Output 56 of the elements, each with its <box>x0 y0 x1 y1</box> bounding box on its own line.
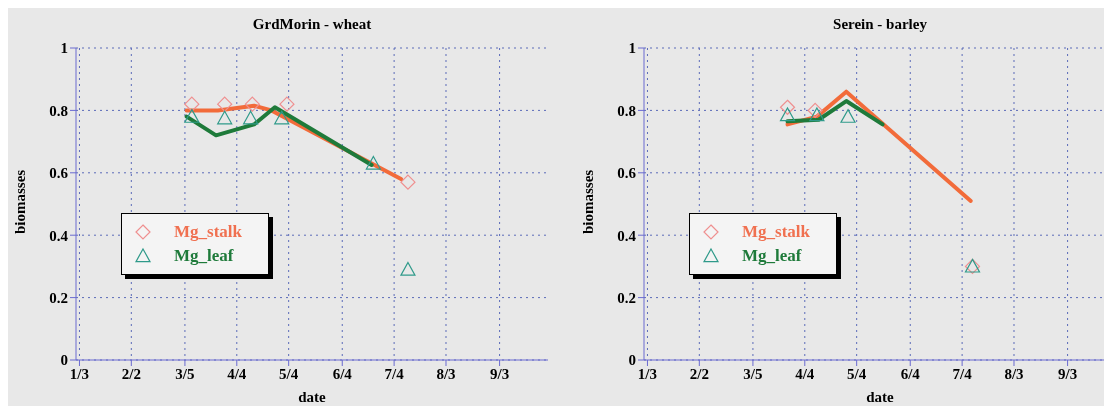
x-tick-label: 3/5 <box>175 365 195 382</box>
x-tick-label: 8/3 <box>1004 365 1024 382</box>
x-tick-label: 5/4 <box>847 365 867 382</box>
chart-title: Serein - barley <box>832 16 928 33</box>
y-axis-title: biomasses <box>580 169 597 234</box>
y-tick-label: 0.2 <box>49 289 68 306</box>
point <box>807 102 823 118</box>
x-tick-label: 1/3 <box>69 365 90 382</box>
point <box>217 110 233 125</box>
point <box>184 96 200 112</box>
point <box>779 99 796 115</box>
x-tick-label: 4/4 <box>795 365 815 382</box>
y-tick-label: 0.4 <box>617 227 637 244</box>
x-tick-label: 7/4 <box>952 365 973 382</box>
y-tick-label: 0.6 <box>617 165 637 182</box>
x-tick-label: 6/4 <box>900 365 921 382</box>
point <box>279 96 295 112</box>
y-tick-label: 0 <box>628 352 636 369</box>
point <box>400 261 416 276</box>
point <box>400 174 416 190</box>
y-tick-label: 0.8 <box>49 102 68 119</box>
y-tick-label: 0.4 <box>49 227 69 244</box>
point <box>840 109 856 123</box>
x-tick-label: 1/3 <box>637 365 658 382</box>
y-tick-label: 1 <box>60 40 68 57</box>
y-tick-label: 0.2 <box>617 289 636 306</box>
x-axis-title: date <box>298 389 327 405</box>
legend-label: Mg_stalk <box>174 222 242 242</box>
x-tick-label: 5/4 <box>279 365 299 382</box>
point <box>184 109 200 123</box>
x-tick-label: 6/4 <box>332 365 353 382</box>
y-axis-title: biomasses <box>12 169 29 234</box>
point <box>365 155 381 170</box>
x-tick-label: 9/3 <box>490 365 510 382</box>
x-tick-label: 8/3 <box>436 365 456 382</box>
y-tick-label: 0.6 <box>49 165 69 182</box>
point <box>243 110 259 125</box>
legend-label: Mg_stalk <box>742 222 810 242</box>
legend-label: Mg_leaf <box>742 246 802 266</box>
legend-label: Mg_leaf <box>174 246 234 266</box>
x-tick-label: 2/2 <box>689 365 709 382</box>
x-tick-label: 2/2 <box>121 365 141 382</box>
y-tick-label: 0.8 <box>617 102 636 119</box>
x-tick-label: 9/3 <box>1058 365 1078 382</box>
point <box>244 96 260 112</box>
point <box>779 107 796 122</box>
chart-title: GrdMorin - wheat <box>251 16 373 33</box>
x-tick-label: 7/4 <box>384 365 405 382</box>
point <box>809 107 825 122</box>
point <box>217 96 233 112</box>
point <box>274 110 290 125</box>
x-tick-label: 3/5 <box>743 365 763 382</box>
y-tick-label: 0 <box>60 352 68 369</box>
x-tick-label: 4/4 <box>227 365 247 382</box>
y-tick-label: 1 <box>628 40 636 57</box>
x-axis-title: date <box>866 389 895 405</box>
